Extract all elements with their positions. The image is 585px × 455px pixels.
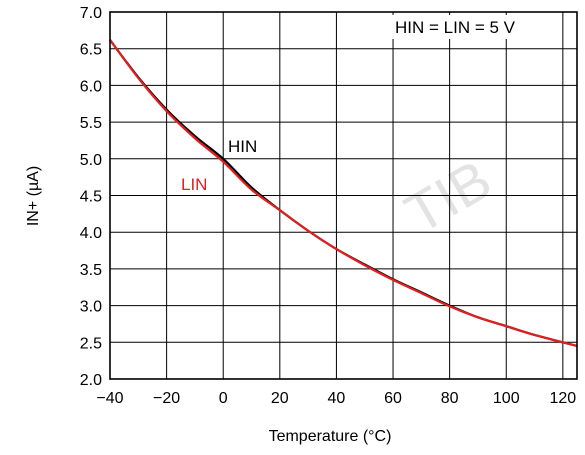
series-layer	[109, 39, 578, 348]
y-tick-label: 2.0	[80, 372, 102, 389]
y-tick-label: 4.0	[80, 225, 102, 242]
x-tick-label: 60	[384, 390, 402, 407]
watermark: TIB	[395, 147, 502, 245]
gridlines	[109, 11, 577, 380]
svg-text:TIB: TIB	[395, 147, 502, 245]
y-tick-labels: 2.0 2.5 3.0 3.5 4.0 4.5 5.0 5.5 6.0 6.5 7.0	[80, 5, 102, 389]
y-tick-label: 6.5	[80, 42, 102, 59]
x-tick-label: 40	[328, 390, 346, 407]
plot-frame	[109, 11, 578, 380]
y-tick-label: 3.5	[80, 262, 102, 279]
x-tick-label: −40	[96, 390, 123, 407]
series-label-lin: LIN	[181, 175, 207, 194]
x-tick-label: 0	[219, 390, 228, 407]
y-tick-label: 5.0	[80, 152, 102, 169]
y-tick-label: 4.5	[80, 189, 102, 206]
x-tick-labels: −40 −20 0 20 40 60 80 100 120	[96, 390, 576, 407]
annotation-background	[392, 15, 552, 39]
condition-annotation: HIN = LIN = 5 V	[395, 18, 516, 37]
x-tick-label: 20	[271, 390, 289, 407]
y-tick-label: 7.0	[80, 5, 102, 22]
y-tick-label: 6.0	[80, 78, 102, 95]
x-tick-label: −20	[153, 390, 180, 407]
x-tick-label: 100	[493, 390, 520, 407]
y-tick-label: 3.0	[80, 299, 102, 316]
series-labels: HIN LIN	[181, 137, 257, 194]
y-tick-label: 5.5	[80, 115, 102, 132]
series-lin-line	[109, 39, 578, 348]
y-tick-label: 2.5	[80, 335, 102, 352]
x-axis-title: Temperature (°C)	[269, 428, 392, 445]
x-tick-label: 80	[441, 390, 459, 407]
x-tick-label: 120	[549, 390, 576, 407]
series-label-hin: HIN	[228, 137, 257, 156]
y-axis-title: IN+ (µA)	[25, 166, 42, 226]
